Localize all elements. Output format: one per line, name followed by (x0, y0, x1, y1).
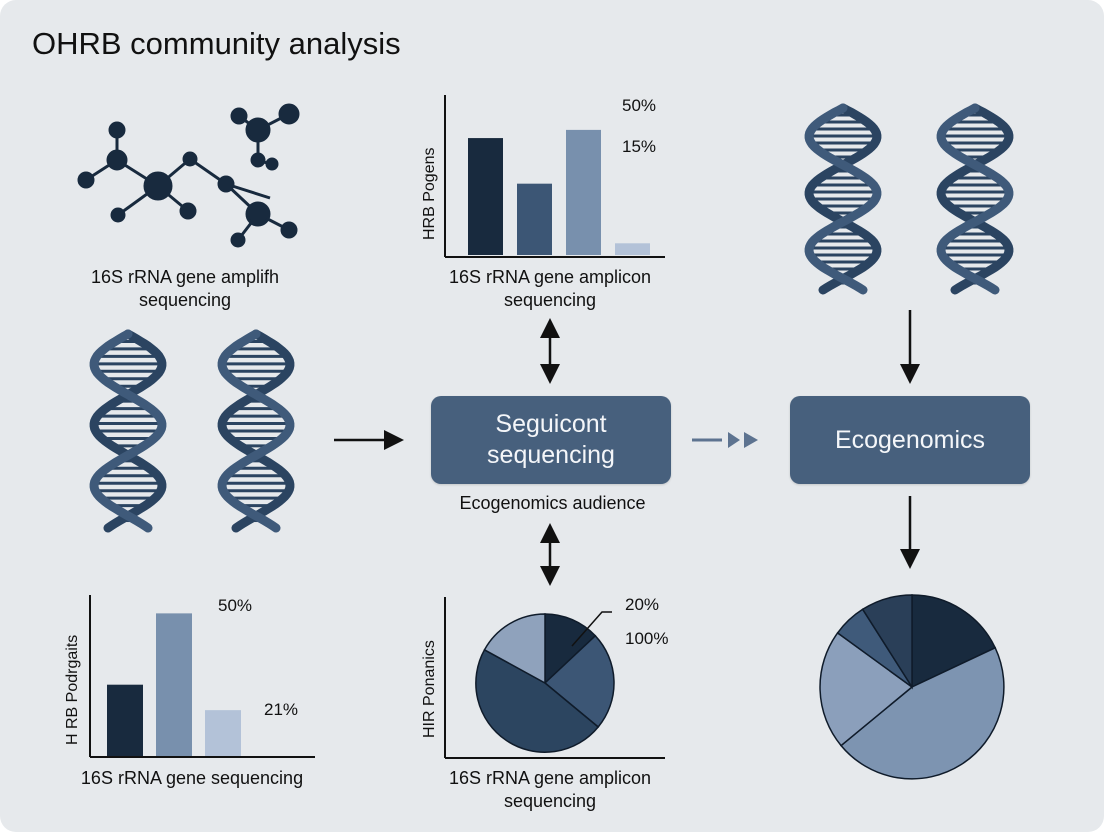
dna-helix-icon (809, 108, 877, 290)
center-pie-caption: 16S rRNA gene amplicon sequencing (420, 767, 680, 813)
network-caption: 16S rRNA gene amplifh sequencing (60, 266, 310, 312)
ecogenomics-box-label: Ecogenomics (835, 426, 985, 455)
sequencing-box-line2: sequencing (487, 440, 615, 471)
sequencing-subtitle: Ecogenomics audience (415, 493, 690, 514)
center-pie-y-label: HIR Ponanics (421, 640, 439, 738)
page-title: OHRB community analysis (32, 26, 401, 62)
bottom-bar-caption: 16S rRNA gene sequencing (62, 767, 322, 790)
network-caption-line2: sequencing (60, 289, 310, 312)
dna-helix-icon (222, 334, 290, 528)
bar-B (156, 613, 192, 756)
top-bar-y-label: HRB Pogens (421, 148, 439, 241)
sequencing-box: Seguicont sequencing (431, 396, 671, 484)
center-pie-annotation-b: 100% (625, 629, 668, 649)
bar-A (107, 685, 143, 756)
dna-helix-icon (94, 334, 162, 528)
dna-helix-icon (941, 108, 1009, 290)
sequencing-box-line1: Seguicont (495, 409, 606, 440)
bottom-bar-annotation-b: 21% (264, 700, 298, 720)
top-bar-annotation-b: 15% (622, 137, 656, 157)
bottom-bar-annotation-a: 50% (218, 596, 252, 616)
center-pie-caption-line2: sequencing (420, 790, 680, 813)
bar-D (615, 243, 650, 255)
top-bar-caption: 16S rRNA gene amplicon sequencing (420, 266, 680, 312)
center-pie-annotation-a: 20% (625, 595, 659, 615)
right-pie-chart (820, 595, 1004, 779)
bar-B (517, 184, 552, 255)
bar-C (566, 130, 601, 255)
top-bar-annotation-a: 50% (622, 96, 656, 116)
bar-C (205, 710, 241, 756)
bottom-bar-y-label: H RB Podrgaits (64, 635, 82, 745)
bar-A (468, 138, 503, 255)
top-bar-caption-line2: sequencing (420, 289, 680, 312)
network-caption-line1: 16S rRNA gene amplifh (60, 266, 310, 289)
center-pie-caption-line1: 16S rRNA gene amplicon (420, 767, 680, 790)
diagram-canvas: OHRB community analysis 16S rRNA gene am… (0, 0, 1104, 832)
ecogenomics-box: Ecogenomics (790, 396, 1030, 484)
top-bar-caption-line1: 16S rRNA gene amplicon (420, 266, 680, 289)
